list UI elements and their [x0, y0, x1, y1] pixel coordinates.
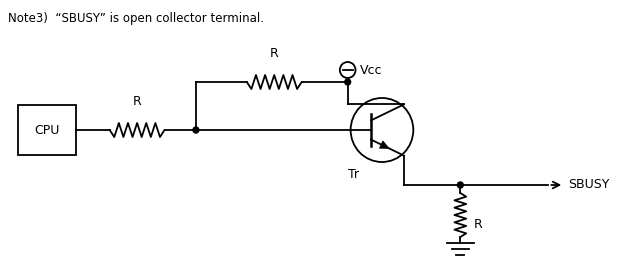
Circle shape — [193, 127, 199, 133]
Text: Note3)  “SBUSY” is open collector terminal.: Note3) “SBUSY” is open collector termina… — [8, 12, 264, 25]
Circle shape — [345, 79, 350, 85]
Text: R: R — [474, 218, 482, 231]
Text: SBUSY: SBUSY — [568, 178, 610, 191]
Text: R: R — [133, 95, 141, 108]
Polygon shape — [379, 141, 389, 148]
FancyBboxPatch shape — [18, 105, 77, 155]
Circle shape — [457, 182, 463, 188]
Text: CPU: CPU — [35, 123, 60, 137]
Text: Tr: Tr — [348, 168, 359, 181]
Text: Vcc: Vcc — [360, 63, 382, 76]
Text: R: R — [270, 47, 279, 60]
